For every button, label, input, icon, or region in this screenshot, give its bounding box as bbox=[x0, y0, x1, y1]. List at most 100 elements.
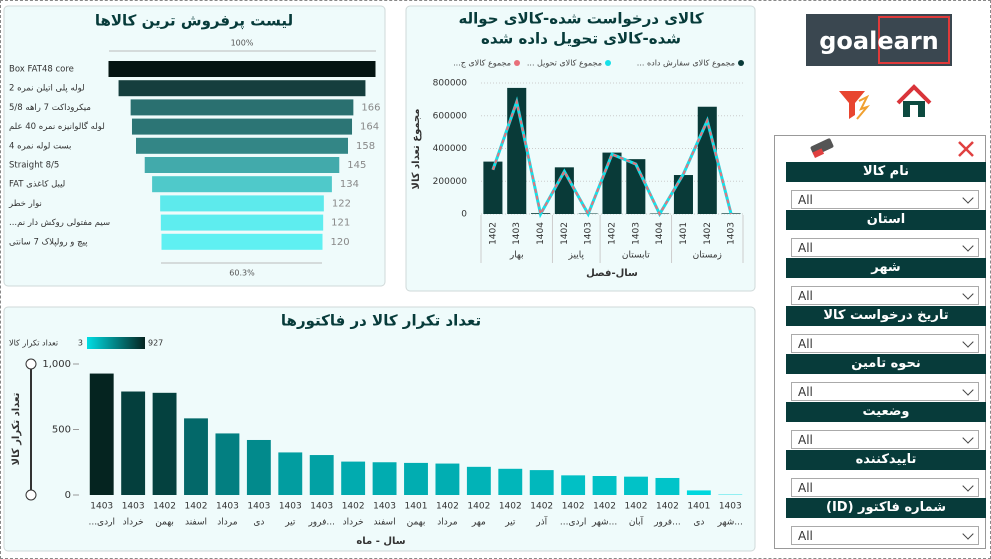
filter-icon[interactable] bbox=[839, 91, 871, 120]
eraser-icon[interactable] bbox=[810, 138, 834, 158]
slicer-title: شهر bbox=[786, 258, 986, 278]
category-label: Straight 8/5 bbox=[9, 161, 59, 171]
slicer-dropdown[interactable]: All bbox=[791, 430, 979, 449]
logo-text: goalearn bbox=[819, 27, 938, 55]
x-tick-year: 1402 bbox=[153, 502, 176, 512]
bar bbox=[686, 490, 711, 495]
x-tick-label: 1402 bbox=[488, 222, 498, 245]
category-label: بست لوله نمره 4 bbox=[9, 141, 71, 151]
slicer-panel: نام کالا All استان All شهر All تاریخ درخواست ک… bbox=[774, 135, 986, 549]
x-tick-month: بهمن bbox=[155, 518, 174, 528]
funnel-bar bbox=[160, 214, 324, 231]
bar bbox=[89, 373, 114, 495]
x-tick-year: 1403 bbox=[310, 502, 333, 512]
x-tick-year: 1403 bbox=[90, 502, 113, 512]
x-tick-month: مهر bbox=[471, 518, 486, 528]
x-tick-year: 1402 bbox=[185, 502, 208, 512]
home-icon[interactable] bbox=[896, 84, 932, 117]
x-tick-year: 1402 bbox=[436, 502, 459, 512]
legend-marker bbox=[605, 60, 611, 66]
legend-marker bbox=[738, 60, 744, 66]
bar bbox=[435, 463, 460, 495]
funnel-bar bbox=[118, 80, 366, 97]
x-axis-title: سال-فصل bbox=[586, 268, 638, 279]
y-tick-label: 400000 bbox=[433, 144, 468, 154]
x-tick-year: 1403 bbox=[247, 502, 270, 512]
bar bbox=[246, 439, 271, 495]
value-label: 121 bbox=[331, 218, 350, 229]
bar bbox=[152, 392, 177, 495]
y-tick-label: 600000 bbox=[433, 111, 468, 121]
slicer-title: استان bbox=[786, 210, 986, 230]
category-label: لوله گالوانیزه نمره 40 علم bbox=[9, 121, 105, 132]
x-tick-month: تیر bbox=[284, 518, 296, 528]
funnel-bar bbox=[161, 233, 323, 250]
y-tick-label: 1,000 bbox=[42, 359, 71, 370]
bar bbox=[561, 475, 586, 495]
value-label: 122 bbox=[332, 198, 351, 209]
series-line bbox=[491, 98, 733, 217]
x-tick-year: 1402 bbox=[625, 502, 648, 512]
slicer-dropdown[interactable]: All bbox=[791, 286, 979, 305]
funnel-bar bbox=[160, 195, 324, 212]
x-tick-month: اسفند bbox=[374, 518, 396, 528]
x-tick-month: مرداد bbox=[437, 518, 457, 528]
slicer-dropdown[interactable]: All bbox=[791, 238, 979, 257]
x-tick-month: خرداد bbox=[343, 518, 364, 528]
x-tick-month: ...شهر bbox=[717, 518, 743, 528]
slicer-title: نام کالا bbox=[786, 162, 986, 182]
chart-title: لیست پرفروش ترین کالاها bbox=[95, 12, 293, 31]
legend-marker bbox=[514, 60, 520, 66]
top-label: 100% bbox=[231, 39, 254, 48]
bar bbox=[341, 461, 366, 495]
y-slider-handle bbox=[25, 358, 37, 370]
funnel-bar bbox=[144, 157, 340, 173]
bar bbox=[184, 418, 208, 495]
x-tick-month: آذر bbox=[535, 516, 547, 528]
y-slider-handle bbox=[25, 489, 37, 501]
category-label: نوار خطر bbox=[8, 199, 42, 209]
bar bbox=[624, 476, 648, 495]
value-label: 164 bbox=[360, 122, 379, 133]
bar bbox=[498, 468, 523, 495]
funnel-bar bbox=[130, 99, 354, 116]
slicer-dropdown[interactable]: All bbox=[791, 526, 979, 545]
category-label: Box FAT48 core bbox=[9, 65, 74, 75]
bar bbox=[483, 161, 503, 214]
funnel-bar bbox=[108, 61, 376, 77]
value-label: 158 bbox=[356, 141, 375, 152]
funnel-bar bbox=[131, 118, 353, 135]
slicer-title: تاییدکننده bbox=[786, 450, 986, 470]
bar bbox=[309, 455, 334, 495]
category-label: لیبل کاغذی FAT bbox=[9, 180, 65, 190]
y-tick-label: 500 bbox=[52, 425, 71, 436]
group-label: زمستان bbox=[693, 251, 722, 261]
slicer-dropdown[interactable]: All bbox=[791, 334, 979, 353]
color-scale-max: 927 bbox=[148, 339, 163, 348]
x-tick-year: 1403 bbox=[373, 502, 396, 512]
x-tick-label: 1403 bbox=[727, 222, 737, 245]
chart-title: کالای درخواست شده-کالای حواله bbox=[458, 10, 703, 28]
bar bbox=[404, 462, 428, 495]
slicer-dropdown[interactable]: All bbox=[791, 382, 979, 401]
bar bbox=[529, 470, 554, 495]
x-tick-year: 1402 bbox=[593, 502, 616, 512]
x-tick-month: دی bbox=[253, 518, 264, 528]
slicer-dropdown[interactable]: All bbox=[791, 478, 979, 497]
x-tick-month: ...فرور bbox=[307, 518, 335, 528]
legend-label: مجموع کالای سفارش داده ... bbox=[637, 59, 735, 68]
group-label: تابستان bbox=[622, 251, 650, 261]
close-icon[interactable] bbox=[958, 141, 974, 157]
slicer-dropdown[interactable]: All bbox=[791, 190, 979, 209]
category-label: لوله پلی اتیلن نمره 2 bbox=[9, 84, 85, 94]
x-tick-month: اردی... bbox=[560, 518, 586, 528]
x-tick-year: 1401 bbox=[405, 502, 428, 512]
x-tick-month: اردی... bbox=[88, 518, 114, 528]
bar bbox=[466, 466, 491, 495]
bar bbox=[673, 175, 693, 214]
color-scale-min: 3 bbox=[78, 339, 83, 348]
x-tick-label: 1403 bbox=[631, 222, 641, 245]
chart-title: تعداد تکرار کالا در فاکتورها bbox=[281, 312, 481, 330]
bar bbox=[655, 477, 680, 495]
